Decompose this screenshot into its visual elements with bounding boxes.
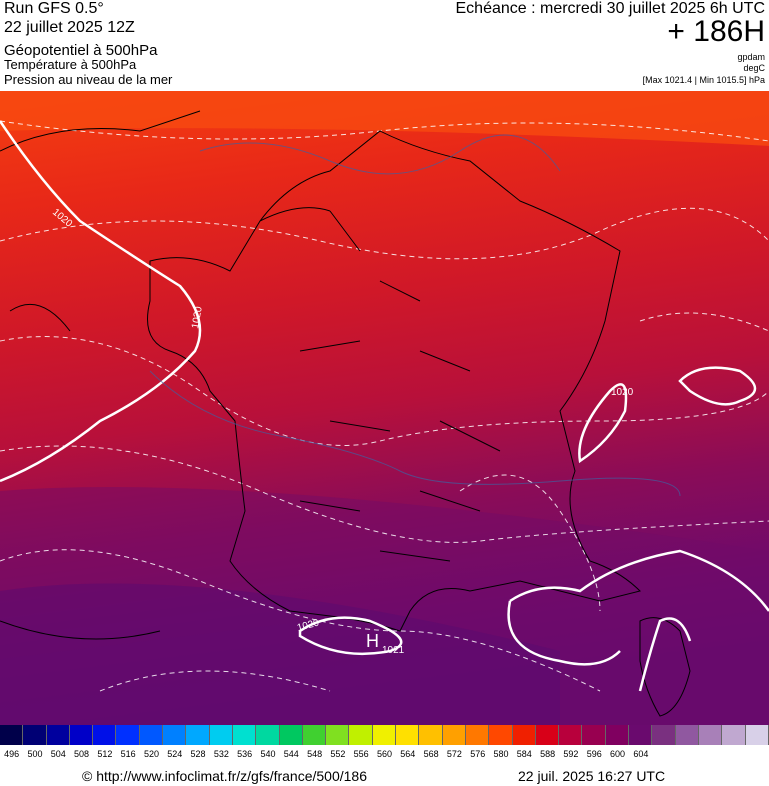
legend-swatch — [139, 725, 164, 745]
blue-lines — [149, 134, 681, 497]
legend-swatch — [326, 725, 350, 745]
legend-tick-label: 564 — [400, 749, 416, 759]
legend-tick-label: 516 — [120, 749, 136, 759]
legend-swatch — [465, 725, 490, 745]
legend-tick-label: 532 — [213, 749, 229, 759]
legend-swatch — [419, 725, 443, 745]
legend-tick-label: 580 — [493, 749, 509, 759]
legend-swatch — [279, 725, 303, 745]
legend-swatch — [652, 725, 676, 745]
legend-swatch — [256, 725, 280, 745]
legend-swatch — [442, 725, 466, 745]
legend-swatch — [535, 725, 560, 745]
legend-tick-label: 536 — [237, 749, 253, 759]
legend-tick-label: 568 — [423, 749, 439, 759]
legend-tick-label: 524 — [167, 749, 183, 759]
pressure-max-min: [Max 1021.4 | Min 1015.5] hPa — [642, 75, 765, 85]
legend-tick-label: 512 — [97, 749, 113, 759]
color-legend — [0, 725, 769, 745]
legend-swatch — [302, 725, 327, 745]
legend-swatch — [745, 725, 769, 745]
legend-swatch — [722, 725, 746, 745]
legend-swatch — [396, 725, 420, 745]
unit-gpdam: gpdam — [737, 52, 765, 62]
isotherms — [0, 120, 769, 692]
legend-swatch — [209, 725, 233, 745]
legend-tick-label: 528 — [190, 749, 206, 759]
isobars — [0, 120, 769, 692]
legend-swatch — [675, 725, 699, 745]
legend-swatch — [698, 725, 723, 745]
legend-tick-label: 548 — [307, 749, 323, 759]
field-geopotential: Géopotentiel à 500hPa — [4, 42, 158, 59]
legend-swatch — [0, 725, 24, 745]
unit-degc: degC — [743, 63, 765, 73]
legend-swatch — [69, 725, 94, 745]
isobar-label: 1020 — [190, 305, 205, 329]
legend-tick-label: 500 — [27, 749, 43, 759]
legend-tick-label: 600 — [610, 749, 626, 759]
legend-tick-label: 520 — [143, 749, 159, 759]
legend-swatch — [93, 725, 117, 745]
generated-timestamp: 22 juil. 2025 16:27 UTC — [518, 768, 666, 784]
forecast-time: Echéance : mercredi 30 juillet 2025 6h U… — [455, 0, 766, 17]
legend-tick-label: 552 — [330, 749, 346, 759]
legend-swatch — [629, 725, 653, 745]
high-pressure-marker: H — [366, 631, 379, 651]
isobar-label: 1020 — [611, 387, 634, 398]
legend-swatch — [582, 725, 606, 745]
legend-tick-label: 572 — [446, 749, 462, 759]
legend-tick-label: 496 — [4, 749, 20, 759]
band-southwest — [0, 583, 560, 725]
legend-tick-label: 508 — [74, 749, 90, 759]
band-north — [0, 91, 769, 146]
legend-swatch — [489, 725, 513, 745]
legend-swatch — [349, 725, 373, 745]
legend-tick-label: 596 — [586, 749, 602, 759]
field-temperature: Température à 500hPa — [4, 57, 137, 72]
source-url[interactable]: © http://www.infoclimat.fr/z/gfs/france/… — [82, 768, 367, 784]
legend-swatch — [23, 725, 47, 745]
legend-swatch — [372, 725, 397, 745]
legend-tick-label: 504 — [50, 749, 66, 759]
legend-tick-label: 576 — [470, 749, 486, 759]
legend-tick-label: 544 — [283, 749, 299, 759]
legend-swatch — [163, 725, 187, 745]
legend-swatch — [512, 725, 536, 745]
forecast-hour: + 186H — [667, 15, 765, 48]
legend-tick-label: 584 — [516, 749, 532, 759]
legend-tick-label: 560 — [376, 749, 393, 759]
high-pressure-value: 1021 — [382, 645, 405, 656]
legend-tick-label: 604 — [633, 749, 649, 759]
legend-swatch — [116, 725, 140, 745]
run-title: Run GFS 0.5° — [4, 0, 104, 17]
legend-tick-label: 540 — [260, 749, 276, 759]
legend-tick-label: 556 — [353, 749, 369, 759]
legend-swatch — [605, 725, 630, 745]
legend-ticks: 496 500 504 508 512 516 520 524 528 532 536 540 544 5… — [0, 749, 769, 761]
field-pressure: Pression au niveau de la mer — [4, 72, 173, 87]
legend-swatch — [232, 725, 257, 745]
legend-swatch — [559, 725, 583, 745]
weather-map: 1020 1020 1020 1020 H 1021 — [0, 91, 769, 725]
legend-tick-label: 592 — [563, 749, 579, 759]
legend-swatch — [186, 725, 210, 745]
legend-swatch — [46, 725, 70, 745]
legend-tick-label: 588 — [540, 749, 556, 759]
run-date: 22 juillet 2025 12Z — [4, 19, 135, 36]
